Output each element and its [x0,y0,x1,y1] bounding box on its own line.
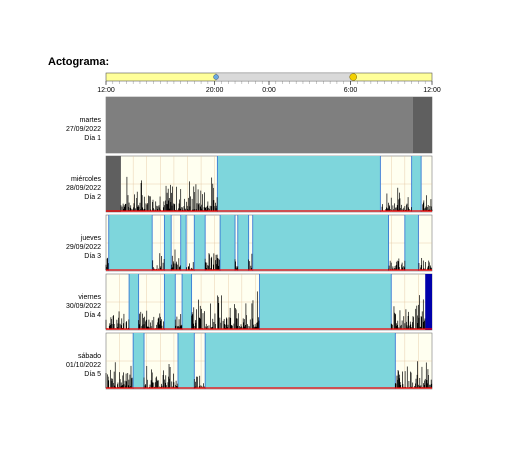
day-date: 27/09/2022 [66,126,101,133]
sleep-block [259,274,392,330]
sleep-block [177,333,195,389]
sleep-block [164,215,172,271]
day-date: 30/09/2022 [66,303,101,310]
sleep-block [133,333,145,389]
sleep-block [404,215,419,271]
sleep-block [237,215,249,271]
sleep-block [411,156,422,212]
time-tick-label: 12:00 [423,87,441,94]
day-row: miércoles 28/09/2022 Día 2 [66,155,433,213]
sleep-block [182,274,192,330]
off-wrist-block [425,274,432,330]
sleep-block [129,274,139,330]
day-weekday: viernes [78,294,101,301]
page-title: Actograma: [48,56,110,68]
day-row: jueves 29/09/2022 Día 3 [66,214,433,272]
day-rows: martes 27/09/2022 Día 1 miércoles 28/09/2022… [66,96,433,390]
day-row: martes 27/09/2022 Día 1 [66,96,433,154]
day-date: 29/09/2022 [66,244,101,251]
day-number: Día 2 [84,194,101,201]
no-data-block [106,97,413,153]
sleep-block [217,156,381,212]
sun-icon [349,73,357,81]
sleep-block [205,333,396,389]
time-tick-label: 20:00 [206,87,224,94]
day-weekday: jueves [80,235,102,242]
sleep-block [108,215,153,271]
day-weekday: miércoles [71,176,101,183]
time-bar: 12:00 20:00 0:00 6:00 12:00 [97,72,441,94]
sleep-block [252,215,389,271]
sleep-block [220,215,236,271]
moon-icon [213,74,219,80]
time-bar-night [215,72,354,82]
time-tick-label: 12:00 [97,87,115,94]
day-date: 28/09/2022 [66,185,101,192]
day-weekday: martes [80,117,102,124]
day-row: viernes 30/09/2022 Día 4 [66,273,433,331]
day-number: Día 3 [84,253,101,260]
no-data-block [106,156,121,212]
sleep-block [164,274,176,330]
day-row: sábado 01/10/2022 Día 5 [66,332,433,390]
time-tick-label: 0:00 [262,87,276,94]
time-tick-label: 6:00 [344,87,358,94]
day-date: 01/10/2022 [66,362,101,369]
sleep-block [194,215,206,271]
no-data-block [412,97,432,153]
day-number: Día 1 [84,135,101,142]
day-weekday: sábado [78,353,101,360]
sleep-block [180,215,187,271]
day-number: Día 4 [84,312,101,319]
day-number: Día 5 [84,371,101,378]
